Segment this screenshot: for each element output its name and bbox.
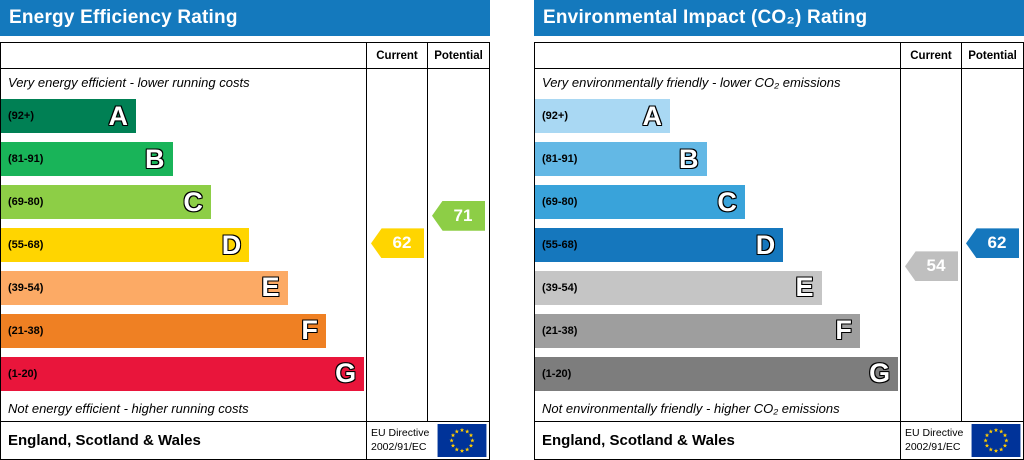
band-bar: (1-20) G (535, 356, 899, 391)
band-row: (69-80) C (1, 181, 366, 224)
band-row: (39-54) E (1, 266, 366, 309)
current-column: 54 (901, 69, 961, 421)
band-letter: E (261, 272, 280, 303)
top-note: Very environmentally friendly - lower CO… (542, 74, 841, 90)
top-note: Very energy efficient - lower running co… (8, 74, 250, 90)
band-letter: C (183, 186, 203, 217)
band-row: (55-68) D (535, 224, 900, 267)
band-range-label: (69-80) (542, 196, 578, 209)
footer-directive-cell: EU Directive 2002/91/EC (367, 422, 489, 459)
band-row: (21-38) F (535, 309, 900, 352)
footer-directive-cell: EU Directive 2002/91/EC (901, 422, 1023, 459)
band-letter: B (679, 143, 699, 174)
band-row: (55-68) D (1, 224, 366, 267)
band-row: (81-91) B (1, 138, 366, 181)
band-bar: (39-54) E (535, 270, 822, 305)
band-bar: (81-91) B (535, 142, 707, 177)
band-range-label: (1-20) (542, 367, 572, 380)
band-row: (21-38) F (1, 309, 366, 352)
band-row: (81-91) B (535, 138, 900, 181)
column-header-potential: Potential (962, 43, 1023, 69)
potential-rating-arrow: 71 (432, 200, 485, 231)
band-row: (1-20) G (1, 352, 366, 395)
band-bar: (1-20) G (1, 356, 365, 391)
band-letter: C (717, 186, 737, 217)
band-range-label: (55-68) (542, 239, 578, 251)
potential-column: 62 (962, 69, 1023, 421)
current-rating-arrow: 62 (371, 228, 424, 259)
band-letter: D (221, 229, 242, 260)
band-bar: (55-68) D (535, 228, 784, 262)
band-row: (1-20) G (535, 352, 900, 395)
current-rating-arrow: 54 (905, 251, 958, 282)
footer-region-label: England, Scotland & Wales (535, 422, 901, 459)
band-bar: (21-38) F (535, 313, 860, 348)
band-row: (69-80) C (535, 181, 900, 224)
potential-rating-arrow: 62 (966, 228, 1019, 259)
band-range-label: (55-68) (8, 239, 44, 251)
band-row: (92+) A (1, 95, 366, 138)
chart-title-bar: Environmental Impact (CO₂) Rating (534, 0, 1024, 36)
potential-rating-value: 71 (453, 205, 473, 225)
band-letter: D (755, 229, 776, 260)
eu-flag-icon (437, 424, 487, 457)
band-letter: G (869, 358, 891, 389)
eu-flag-icon (971, 424, 1021, 457)
chart-footer: England, Scotland & Wales EU Directive 2… (535, 421, 1023, 459)
band-bar: (55-68) D (1, 228, 250, 262)
band-range-label: (1-20) (8, 367, 38, 380)
band-range-label: (39-54) (542, 281, 578, 294)
band-row: (39-54) E (535, 266, 900, 309)
band-ladder: (92+) A (81-91) B (69-80 (1, 95, 366, 395)
band-range-label: (39-54) (8, 281, 44, 294)
current-rating-value: 62 (392, 233, 412, 253)
chart-footer: England, Scotland & Wales EU Directive 2… (1, 421, 489, 459)
header-spacer (1, 43, 366, 69)
eu-directive-label: EU Directive 2002/91/EC (371, 427, 430, 453)
band-letter: F (835, 315, 852, 346)
band-range-label: (21-38) (8, 324, 44, 337)
column-header-potential: Potential (428, 43, 489, 69)
header-spacer (535, 43, 900, 69)
band-range-label: (69-80) (8, 196, 44, 209)
eu-directive-label: EU Directive 2002/91/EC (905, 427, 964, 453)
band-bar: (21-38) F (1, 313, 326, 348)
band-bar: (81-91) B (1, 142, 173, 177)
band-letter: B (145, 143, 165, 174)
band-range-label: (21-38) (542, 324, 578, 337)
band-bar: (92+) A (535, 99, 671, 134)
band-range-label: (81-91) (542, 153, 578, 166)
band-bar: (69-80) C (1, 185, 211, 220)
band-letter: A (642, 100, 663, 131)
band-bar: (39-54) E (1, 270, 288, 305)
band-letter: E (795, 272, 814, 303)
chart-title: Environmental Impact (CO₂) Rating (543, 7, 868, 28)
band-range-label: (92+) (542, 110, 568, 123)
band-letter: F (301, 315, 318, 346)
column-header-current: Current (367, 43, 427, 69)
potential-rating-value: 62 (987, 233, 1007, 253)
epc-chart-co2: Environmental Impact (CO₂) Rating Very e… (534, 0, 1024, 460)
band-row: (92+) A (535, 95, 900, 138)
chart-title-bar: Energy Efficiency Rating (0, 0, 490, 36)
band-letter: A (108, 100, 129, 131)
chart-title: Energy Efficiency Rating (9, 7, 238, 28)
bottom-note: Not environmentally friendly - higher CO… (542, 400, 840, 416)
chart-box: Very environmentally friendly - lower CO… (534, 42, 1024, 460)
current-column: 62 (367, 69, 427, 421)
band-ladder: (92+) A (81-91) B (69-80 (535, 95, 900, 395)
epc-chart-energy: Energy Efficiency Rating Very energy eff… (0, 0, 490, 460)
potential-column: 71 (428, 69, 489, 421)
current-rating-value: 54 (926, 256, 946, 276)
band-letter: G (335, 358, 357, 389)
column-header-current: Current (901, 43, 961, 69)
bottom-note: Not energy efficient - higher running co… (8, 400, 249, 416)
band-range-label: (81-91) (8, 153, 44, 166)
chart-box: Very energy efficient - lower running co… (0, 42, 490, 460)
band-range-label: (92+) (8, 110, 34, 123)
footer-region-label: England, Scotland & Wales (1, 422, 367, 459)
band-bar: (92+) A (1, 99, 137, 134)
band-bar: (69-80) C (535, 185, 745, 220)
